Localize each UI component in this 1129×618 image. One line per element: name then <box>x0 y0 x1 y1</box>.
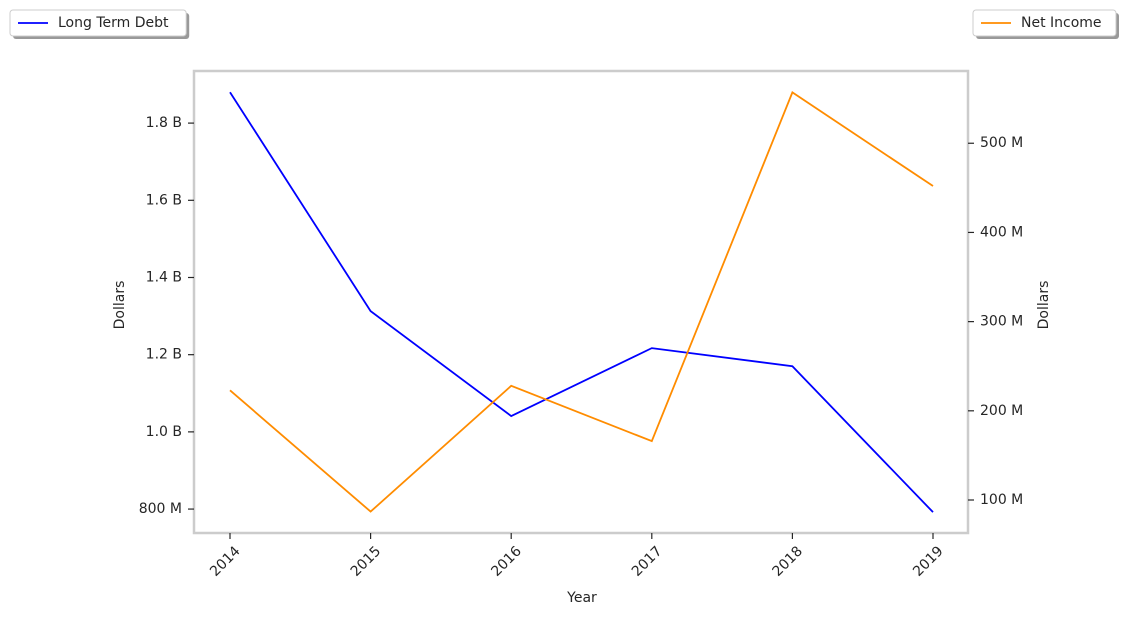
legend: Long Term Debt <box>9 9 190 39</box>
legend-label: Long Term Debt <box>58 15 169 31</box>
x-tick-label: 2019 <box>910 543 947 580</box>
x-tick-label: 2014 <box>207 543 244 580</box>
legend-box <box>9 9 187 37</box>
x-tick-label: 2018 <box>770 543 807 580</box>
y2-tick-label: 400 M <box>980 224 1023 240</box>
y-tick-label: 1.4 B <box>146 269 182 285</box>
y2-tick-label: 100 M <box>980 492 1023 508</box>
y2-tick-label: 500 M <box>980 135 1023 151</box>
y-tick-label: 1.0 B <box>146 424 182 440</box>
x-axis-label: Year <box>566 590 597 606</box>
line <box>229 91 934 513</box>
y-tick-label: 1.8 B <box>146 115 182 131</box>
legend-box <box>972 9 1117 37</box>
y-tick-label: 1.6 B <box>146 192 182 208</box>
legend: Net Income <box>972 9 1119 39</box>
y-axis-label: Dollars <box>112 281 128 330</box>
y-tick-label: 1.2 B <box>146 347 182 363</box>
x-tick-label: 2016 <box>488 543 525 580</box>
y2-tick-label: 200 M <box>980 403 1023 419</box>
y-tick-label: 800 M <box>139 501 182 517</box>
y2-tick-label: 300 M <box>980 314 1023 330</box>
x-tick-label: 2017 <box>629 543 666 580</box>
legend-label: Net Income <box>1021 15 1102 31</box>
x-tick-label: 2015 <box>348 543 385 580</box>
line <box>229 91 934 513</box>
plot-frame <box>192 69 970 535</box>
y2-axis-label: Dollars <box>1036 281 1052 330</box>
